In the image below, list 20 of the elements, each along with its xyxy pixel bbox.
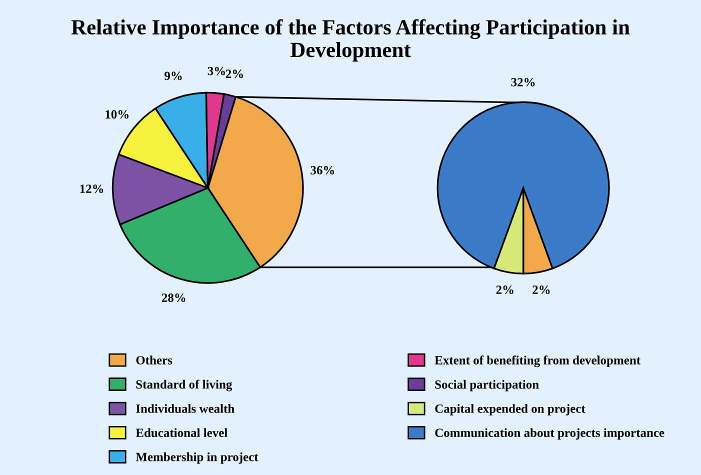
legend-label: Social participation — [435, 380, 539, 392]
data-label: 2% — [532, 286, 550, 294]
legend-label: Others — [136, 356, 172, 364]
data-label: 2% — [226, 70, 243, 78]
data-label: 10% — [106, 110, 128, 119]
data-label: 2% — [496, 286, 514, 294]
legend-label: Membership in project — [136, 452, 258, 464]
data-label: 9% — [164, 72, 182, 80]
legend-label: Capital expended on project — [435, 404, 586, 416]
legend-label: Individuals wealth — [136, 404, 234, 413]
legend-label: Educational level — [136, 428, 228, 438]
legend-label: Communication about projects importance — [435, 428, 664, 440]
legend-label: Extent of benefiting from development — [434, 356, 641, 368]
data-label: 32% — [511, 78, 535, 86]
chart-title: Relative Importance of the Factors Affecting Participation in Development — [71, 19, 630, 62]
data-label: 36% — [310, 166, 334, 174]
data-label: 12% — [80, 184, 104, 194]
legend-label: Standard of living — [136, 380, 232, 392]
data-label: 3% — [208, 66, 225, 76]
data-label: 28% — [162, 294, 186, 302]
